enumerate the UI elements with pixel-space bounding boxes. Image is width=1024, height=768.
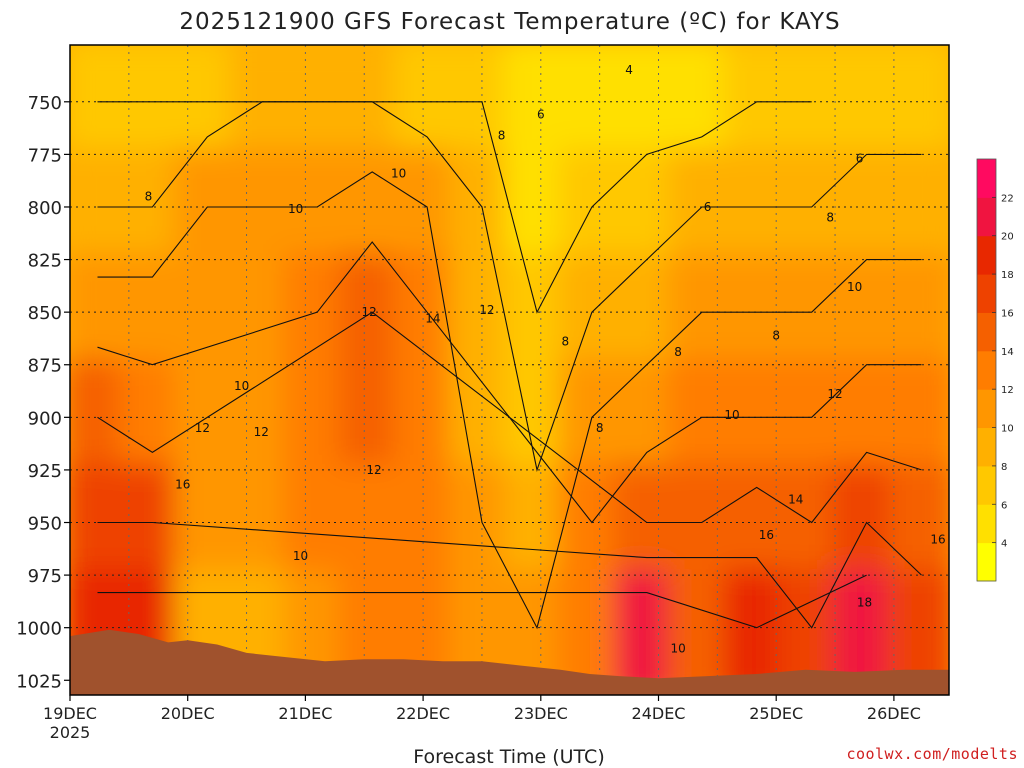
field-cell — [888, 45, 949, 161]
contour-label: 16 — [930, 532, 945, 546]
colorbar-segment — [977, 389, 996, 429]
credit-text: coolwx.com/modelts — [846, 745, 1018, 763]
contour-label: 12 — [479, 303, 494, 317]
y-tick-label: 1025 — [16, 671, 62, 692]
isotherm-line — [97, 574, 867, 629]
contour-label: 10 — [288, 202, 303, 216]
colorbar-tick-label: 16 — [1001, 308, 1014, 319]
contour-label: 10 — [724, 408, 739, 422]
contour-label: 12 — [366, 463, 381, 477]
colorbar-tick-label: 10 — [1001, 424, 1014, 435]
contour-label: 4 — [625, 63, 633, 77]
contour-label: 16 — [994, 524, 1009, 538]
y-tick-label: 1000 — [16, 619, 62, 640]
isotherm-line — [97, 171, 922, 630]
contour-label: 10 — [1014, 255, 1024, 269]
y-tick-label: 975 — [28, 566, 62, 587]
terrain-surface — [70, 629, 949, 695]
contour-label: 10 — [234, 379, 249, 393]
colorbar-tick-label: 14 — [1001, 347, 1014, 358]
plot-frame — [69, 44, 950, 696]
colorbar-segment — [977, 312, 996, 352]
isotherm-line — [97, 521, 922, 629]
contour-label: 8 — [1013, 183, 1021, 197]
y-tick-label: 750 — [28, 93, 62, 114]
y-axis: 750 775 800 825 850 875 900 925 950 975 1000 1025 — [16, 93, 70, 692]
x-tick-label: 24DEC — [632, 704, 686, 723]
contour-label: 16 — [759, 528, 774, 542]
colorbar-tick-label: 18 — [1001, 270, 1014, 281]
y-tick-label: 850 — [28, 303, 62, 324]
colorbar-tick-label: 6 — [1001, 500, 1007, 511]
colorbar-tick-label: 4 — [1001, 539, 1007, 550]
y-tick-label: 950 — [28, 514, 62, 535]
isotherm-line — [97, 311, 922, 524]
y-tick-label: 900 — [28, 408, 62, 429]
colorbar-segment — [977, 427, 996, 467]
x-axis: 19DEC 20DEC 21DEC 22DEC 23DEC 24DEC 25DEC 26DEC — [43, 695, 921, 723]
contour-label: 8 — [145, 189, 153, 203]
contour-label: 8 — [772, 328, 780, 342]
y-tick-label: 875 — [28, 356, 62, 377]
colorbar-tick-label: 20 — [1001, 232, 1014, 243]
colorbar-segment — [977, 159, 996, 198]
contour-label: 18 — [857, 595, 872, 609]
contour-label: 12 — [362, 305, 377, 319]
contour-label: 12 — [254, 425, 269, 439]
isotherm-line — [97, 101, 922, 472]
contour-label: 6 — [704, 200, 712, 214]
colorbar-segment — [977, 542, 996, 582]
colorbar-tick-label: 8 — [1001, 462, 1007, 473]
x-tick-label: 25DEC — [749, 704, 803, 723]
colorbar-segment — [977, 197, 996, 237]
contour-label: 10 — [847, 280, 862, 294]
contour-labels: 4666688888888101010101010101012121212121… — [145, 63, 1024, 656]
colorbar-segment — [977, 235, 996, 275]
colorbar-tick-label: 22 — [1001, 193, 1014, 204]
colorbar-segment — [977, 465, 996, 505]
isotherm-lines — [97, 101, 922, 630]
contour-label: 14 — [788, 492, 803, 506]
x-year-label: 2025 — [50, 723, 91, 742]
contour-label: 6 — [537, 107, 545, 121]
colorbar-tick-label: 12 — [1001, 385, 1014, 396]
x-tick-label: 20DEC — [161, 704, 215, 723]
y-tick-label: 825 — [28, 251, 62, 272]
x-axis-label: Forecast Time (UTC) — [413, 746, 604, 768]
x-tick-label: 23DEC — [514, 704, 568, 723]
contour-label: 8 — [674, 345, 682, 359]
x-tick-label: 19DEC — [43, 704, 97, 723]
contour-label: 8 — [826, 210, 834, 224]
contour-label: 16 — [175, 478, 190, 492]
contour-label: 8 — [596, 421, 604, 435]
contour-label: 6 — [964, 114, 972, 128]
contour-label: 12 — [195, 421, 210, 435]
x-tick-label: 22DEC — [396, 704, 450, 723]
temperature-field — [70, 45, 949, 695]
colorbar-segment — [977, 350, 996, 390]
contour-label: 12 — [827, 387, 842, 401]
colorbar: 4 6 8 10 12 14 16 18 20 22 — [976, 158, 1014, 582]
y-tick-label: 775 — [28, 145, 62, 166]
colorbar-frame — [976, 158, 997, 582]
x-tick-label: 21DEC — [278, 704, 332, 723]
colorbar-segment — [977, 504, 996, 544]
isotherm-line — [97, 241, 922, 524]
contour-label: 10 — [391, 166, 406, 180]
contour-label: 6 — [856, 152, 864, 166]
y-tick-label: 925 — [28, 461, 62, 482]
contour-label: 12 — [999, 396, 1014, 410]
contour-label: 20 — [999, 614, 1014, 628]
contour-label: 8 — [498, 128, 506, 142]
y-tick-label: 800 — [28, 198, 62, 219]
contour-label: 8 — [562, 335, 570, 349]
contour-label: 14 — [425, 311, 440, 325]
contour-label: 10 — [670, 642, 685, 656]
colorbar-segment — [977, 274, 996, 313]
x-tick-label: 26DEC — [867, 704, 921, 723]
chart-title: 2025121900 GFS Forecast Temperature (ºC)… — [179, 9, 840, 35]
contour-label: 10 — [293, 549, 308, 563]
